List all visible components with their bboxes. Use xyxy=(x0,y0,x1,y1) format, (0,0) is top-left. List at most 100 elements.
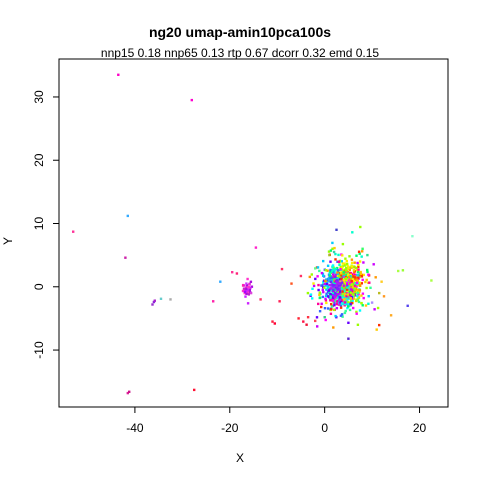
data-point xyxy=(249,291,253,295)
cluster-point xyxy=(245,292,248,295)
cluster-point xyxy=(355,310,358,314)
cluster-point xyxy=(330,305,334,308)
cluster-point xyxy=(330,287,333,290)
cluster-point xyxy=(324,284,327,287)
data-point xyxy=(243,290,247,293)
cluster-point xyxy=(308,275,311,279)
cluster-point xyxy=(340,279,343,282)
data-point xyxy=(397,269,400,273)
cluster-point xyxy=(336,278,339,282)
cluster-point xyxy=(323,286,326,289)
cluster-point xyxy=(326,307,330,310)
cluster-point xyxy=(351,299,354,302)
y-tick-label: 10 xyxy=(32,217,46,231)
cluster-point xyxy=(346,286,349,289)
cluster-point xyxy=(335,287,338,290)
y-tick-label: 30 xyxy=(32,90,46,104)
data-point xyxy=(153,299,156,302)
cluster-point xyxy=(343,264,346,267)
cluster-point xyxy=(361,278,364,282)
cluster-point xyxy=(352,275,355,278)
cluster-point xyxy=(342,274,345,277)
cluster-point xyxy=(316,325,319,328)
cluster-point xyxy=(347,279,350,282)
data-point xyxy=(235,272,239,275)
data-point xyxy=(290,282,293,285)
cluster-point xyxy=(358,284,361,287)
cluster-point xyxy=(330,303,333,306)
cluster-point xyxy=(337,260,340,263)
cluster-point xyxy=(374,276,377,279)
cluster-point xyxy=(354,285,357,288)
data-point xyxy=(382,295,386,298)
cluster-point xyxy=(362,273,365,277)
cluster-point xyxy=(358,275,361,279)
cluster-point xyxy=(344,277,348,281)
cluster-point xyxy=(342,279,345,282)
cluster-point xyxy=(329,271,333,274)
cluster-point xyxy=(350,283,354,286)
cluster-point xyxy=(333,308,336,312)
cluster-point xyxy=(329,249,333,252)
data-point xyxy=(219,280,222,283)
cluster-point xyxy=(353,273,356,276)
cluster-point xyxy=(357,300,361,304)
data-point xyxy=(299,274,303,278)
cluster-point xyxy=(334,314,337,318)
cluster-point xyxy=(348,255,351,258)
cluster-point xyxy=(338,292,341,296)
cluster-point xyxy=(362,261,365,264)
cluster-point xyxy=(311,287,314,290)
cluster-point xyxy=(349,288,353,291)
cluster-point xyxy=(330,308,333,311)
cluster-point xyxy=(332,275,335,278)
cluster-point xyxy=(327,295,330,298)
cluster-point xyxy=(345,266,348,270)
plot-frame xyxy=(58,58,449,408)
cluster-point xyxy=(351,289,354,292)
cluster-point xyxy=(358,309,362,312)
cluster-point xyxy=(336,260,339,263)
cluster-point xyxy=(326,286,329,289)
cluster-point xyxy=(247,286,250,289)
x-tick-label: 20 xyxy=(413,421,427,435)
cluster-point xyxy=(328,279,331,282)
cluster-point xyxy=(351,231,354,234)
data-point xyxy=(231,271,234,274)
cluster-point xyxy=(340,277,343,280)
cluster-point xyxy=(362,296,365,300)
cluster-point xyxy=(318,310,322,313)
cluster-point xyxy=(320,302,323,305)
x-tick-label: -20 xyxy=(221,421,239,435)
data-point xyxy=(280,267,284,271)
data-point xyxy=(366,253,369,257)
cluster-point xyxy=(347,305,350,308)
cluster-point xyxy=(355,266,358,270)
cluster-point xyxy=(241,289,245,293)
cluster-point xyxy=(246,291,250,295)
data-point xyxy=(245,282,248,285)
cluster-point xyxy=(364,280,367,284)
cluster-point xyxy=(328,272,331,275)
cluster-point xyxy=(338,287,341,290)
cluster-point xyxy=(346,285,349,288)
cluster-point xyxy=(327,287,331,290)
chart-title: ng20 umap-amin10pca100s xyxy=(148,24,332,40)
x-tick-label: 0 xyxy=(321,421,328,435)
cluster-point xyxy=(332,279,335,282)
cluster-point xyxy=(353,290,356,293)
cluster-point xyxy=(341,242,345,246)
cluster-point xyxy=(338,282,341,285)
cluster-point xyxy=(349,293,352,296)
cluster-point xyxy=(342,284,345,287)
cluster-point xyxy=(324,297,327,300)
data-point xyxy=(259,298,262,301)
cluster-point xyxy=(355,312,358,315)
cluster-point xyxy=(338,263,341,266)
cluster-point xyxy=(324,318,327,322)
data-point xyxy=(212,300,215,303)
cluster-point xyxy=(246,302,250,305)
cluster-point xyxy=(326,284,330,288)
cluster-point xyxy=(336,271,339,274)
cluster-point xyxy=(339,304,343,308)
